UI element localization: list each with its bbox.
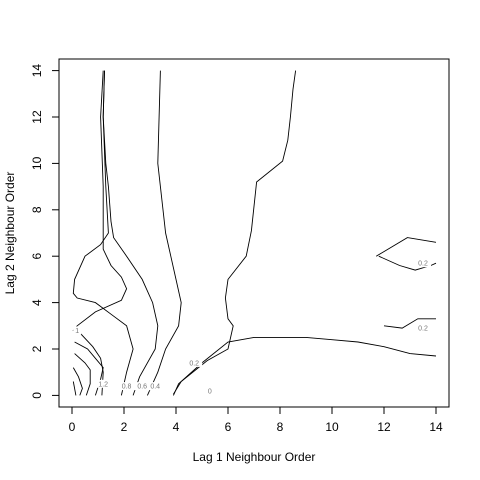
contour-label-background (415, 259, 431, 268)
contour-label-layer: 0 0.2 0.2 0.2 0.40.6 0.8 1 1.2 (73, 259, 431, 395)
contour-line (378, 255, 437, 271)
y-tick-label: 10 (30, 156, 44, 170)
contour-line (72, 367, 83, 396)
contour-line (383, 318, 436, 329)
contour-level-label: 1.2 (98, 381, 108, 388)
contour-level-label: 0.6 (137, 384, 147, 391)
x-tick-label: 14 (429, 420, 443, 434)
contour-label-background (205, 386, 214, 395)
contour-level-label: 0.2 (418, 326, 428, 333)
y-tick-label: 0 (30, 392, 44, 399)
contour-layer (72, 70, 437, 396)
contour-label-background (95, 379, 112, 388)
contour-level-label: 0.8 (122, 384, 132, 391)
x-axis: 0 2 4 6 8 10 12 14 (69, 407, 443, 434)
contour-label-background (415, 324, 431, 333)
contour-label-background (134, 382, 151, 391)
contour-line (72, 70, 134, 396)
x-tick-label: 12 (377, 420, 391, 434)
contour-level-label: 0 (208, 388, 212, 395)
contour-level-label: 0.2 (418, 261, 428, 268)
contour-label-background (118, 382, 135, 391)
contour-line (72, 381, 77, 396)
contour-line (173, 70, 297, 395)
contour-level-label: 0.4 (150, 384, 160, 391)
x-axis-label: Lag 1 Neighbour Order (193, 450, 316, 464)
y-tick-label: 12 (30, 110, 44, 124)
y-tick-label: 14 (30, 64, 44, 78)
x-tick-label: 8 (277, 420, 284, 434)
contour-label-background (147, 382, 164, 391)
y-axis-label: Lag 2 Neighbour Order (3, 172, 17, 295)
y-tick-label: 6 (30, 253, 44, 260)
contour-line (102, 70, 159, 396)
contour-line (74, 353, 91, 396)
contour-level-label: 1 (75, 328, 79, 335)
contour-label-background (73, 326, 82, 335)
plot-frame (58, 58, 450, 408)
contour-line (146, 70, 182, 396)
x-tick-label: 4 (173, 420, 180, 434)
contour-line (72, 70, 128, 396)
y-tick-label: 2 (30, 345, 44, 352)
x-tick-label: 6 (225, 420, 232, 434)
contour-label-background (186, 358, 203, 367)
y-axis: 0 2 4 6 8 10 12 14 (30, 64, 59, 399)
x-tick-label: 10 (325, 420, 339, 434)
contour-level-label: 0.2 (189, 360, 199, 367)
contour-line (375, 237, 437, 257)
x-tick-label: 2 (121, 420, 128, 434)
x-tick-label: 0 (69, 420, 76, 434)
y-tick-label: 4 (30, 299, 44, 306)
y-tick-label: 8 (30, 206, 44, 213)
